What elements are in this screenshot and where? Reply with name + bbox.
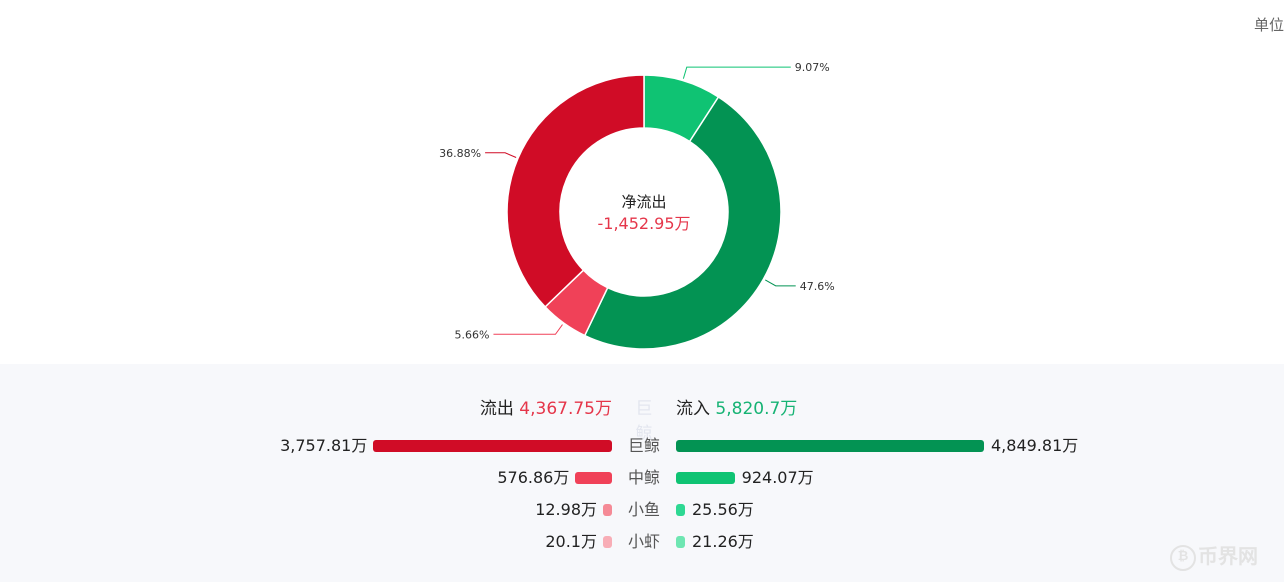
outflow-bar[interactable] [373, 440, 612, 452]
donut-chart: 9.07% 47.6% 5.66% 36.88% 净流出 -1,452.95万 [439, 61, 835, 350]
outflow-bar[interactable] [603, 504, 612, 516]
outflow-label: 流出 [479, 399, 514, 419]
category-label: 中鲸 [627, 468, 660, 487]
category-label: 巨鲸 [627, 436, 660, 455]
flow-row: 20.1万 小虾 21.26万 [0, 530, 1284, 554]
donut-slices [506, 74, 782, 350]
category-label: 小虾 [627, 532, 660, 551]
inflow-value: 924.07万 [741, 468, 814, 487]
watermark: ₿ 币界网 [1170, 540, 1258, 571]
inflow-bar[interactable] [676, 504, 685, 516]
outflow-value: 20.1万 [545, 532, 597, 551]
donut-slice-label-3: 36.88% [439, 147, 481, 160]
flow-row: 3,757.81万 巨鲸 4,849.81万 [0, 434, 1284, 458]
donut-leader-line-3 [485, 152, 517, 158]
outflow-summary: 流出 4,367.75万 [480, 394, 612, 419]
donut-leader-line-0 [682, 66, 791, 79]
bitcoin-coin-icon: ₿ [1170, 544, 1196, 571]
watermark-text: 币界网 [1198, 544, 1258, 568]
inflow-label: 流入 [676, 399, 710, 419]
inflow-bar[interactable] [676, 440, 984, 452]
outflow-total: 4,367.75万 [519, 399, 612, 419]
outflow-value: 3,757.81万 [280, 436, 368, 455]
inflow-value: 21.26万 [692, 532, 754, 551]
summary-middle-label: 巨鲸 [635, 399, 653, 444]
donut-leader-line-2 [493, 324, 563, 335]
outflow-bar[interactable] [575, 472, 612, 484]
inflow-value: 4,849.81万 [991, 436, 1079, 455]
inflow-bar[interactable] [676, 472, 735, 484]
donut-center-value: -1,452.95万 [597, 214, 690, 233]
flow-row: 12.98万 小鱼 25.56万 [0, 498, 1284, 522]
category-label: 小鱼 [627, 500, 660, 519]
donut-leader-line-1 [765, 279, 796, 287]
inflow-total: 5,820.7万 [715, 399, 798, 419]
donut-slice-1[interactable] [583, 95, 782, 350]
outflow-bar[interactable] [603, 536, 612, 548]
inflow-bar[interactable] [676, 536, 685, 548]
donut-slice-label-2: 5.66% [454, 328, 489, 341]
donut-slice-3[interactable] [506, 74, 645, 308]
inflow-summary: 流入 5,820.7万 [676, 394, 797, 419]
donut-center-title: 净流出 [621, 193, 666, 211]
donut-slice-label-0: 9.07% [795, 61, 830, 74]
unit-label: 单位 [1254, 16, 1284, 34]
outflow-value: 576.86万 [497, 468, 570, 487]
flow-breakdown-panel: 流出 4,367.75万 巨鲸 流入 5,820.7万 3,757.81万 巨鲸 4… [0, 364, 1284, 582]
inflow-value: 25.56万 [692, 500, 754, 519]
donut-slice-label-1: 47.6% [800, 280, 835, 293]
outflow-value: 12.98万 [535, 500, 597, 519]
flow-row: 576.86万 中鲸 924.07万 [0, 466, 1284, 490]
donut-leader-lines: 9.07% 47.6% 5.66% 36.88% [439, 61, 835, 341]
